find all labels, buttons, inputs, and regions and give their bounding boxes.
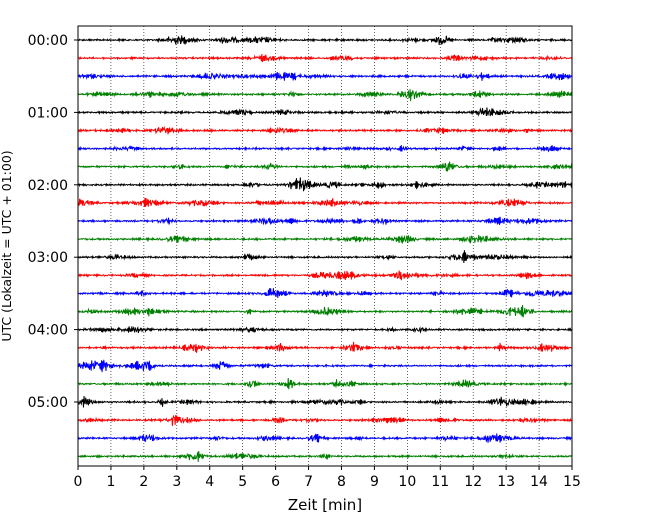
trace-11 xyxy=(77,216,573,226)
trace-23 xyxy=(77,433,573,443)
y-tick-label-00:00: 00:00 xyxy=(28,33,68,49)
trace-16 xyxy=(77,305,573,318)
vertical-grid-lines xyxy=(110,26,540,466)
x-axis-label: Zeit [min] xyxy=(288,496,362,514)
trace-13 xyxy=(77,250,573,263)
x-tick-label-8: 8 xyxy=(337,474,346,490)
trace-21 xyxy=(77,396,573,408)
x-tick-label-5: 5 xyxy=(238,474,247,490)
y-tick-label-05:00: 05:00 xyxy=(28,395,68,411)
trace-15 xyxy=(77,288,573,298)
trace-3 xyxy=(77,71,573,81)
x-tick-label-2: 2 xyxy=(139,474,148,490)
trace-7 xyxy=(77,144,573,153)
x-tick-label-14: 14 xyxy=(530,474,548,490)
trace-10 xyxy=(77,197,573,208)
trace-18 xyxy=(77,341,573,353)
x-tick-label-9: 9 xyxy=(370,474,379,490)
trace-1 xyxy=(77,35,573,46)
x-axis-ticks: 0 1 2 3 4 5 6 7 8 9 10 11 12 13 14 15 xyxy=(74,466,581,490)
x-tick-label-10: 10 xyxy=(398,474,416,490)
x-tick-label-15: 15 xyxy=(563,474,581,490)
x-tick-label-1: 1 xyxy=(106,474,115,490)
trace-2 xyxy=(77,53,573,63)
x-tick-label-4: 4 xyxy=(205,474,214,490)
x-tick-label-7: 7 xyxy=(304,474,313,490)
x-tick-label-12: 12 xyxy=(464,474,482,490)
trace-4 xyxy=(77,89,573,102)
x-tick-label-0: 0 xyxy=(74,474,83,490)
plot-frame xyxy=(77,25,573,467)
y-axis-ticks: 00:00 01:00 02:00 03:00 04:00 05:00 xyxy=(28,33,78,411)
y-axis-label: UTC (Lokalzeit = UTC + 01:00) xyxy=(0,150,14,341)
trace-5 xyxy=(77,107,573,117)
x-tick-label-11: 11 xyxy=(431,474,449,490)
x-tick-label-6: 6 xyxy=(271,474,280,490)
trace-17 xyxy=(77,326,573,334)
trace-24 xyxy=(77,451,573,462)
x-tick-label-3: 3 xyxy=(172,474,181,490)
x-tick-label-13: 13 xyxy=(497,474,515,490)
y-tick-label-03:00: 03:00 xyxy=(28,250,68,266)
y-tick-label-02:00: 02:00 xyxy=(28,178,68,194)
trace-20 xyxy=(77,377,573,390)
trace-14 xyxy=(77,270,573,281)
trace-19 xyxy=(77,359,573,373)
trace-22 xyxy=(77,414,573,426)
trace-6 xyxy=(77,125,573,135)
seismic-traces xyxy=(77,35,573,462)
trace-12 xyxy=(77,234,573,244)
trace-9 xyxy=(77,177,573,192)
y-tick-label-01:00: 01:00 xyxy=(28,105,68,121)
y-tick-label-04:00: 04:00 xyxy=(28,323,68,339)
trace-8 xyxy=(77,161,573,172)
